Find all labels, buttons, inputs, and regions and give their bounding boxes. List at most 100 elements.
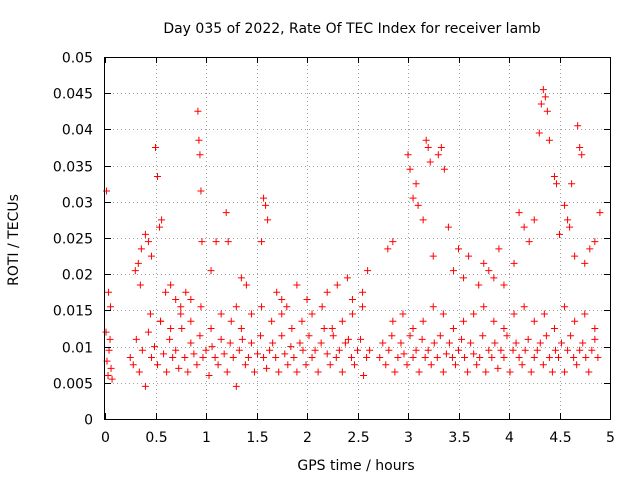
data-point-134: [518, 361, 526, 369]
data-point-229: [348, 296, 356, 304]
data-point-26: [184, 368, 192, 376]
data-point-126: [494, 364, 502, 372]
data-point-82: [354, 346, 361, 354]
data-point-162: [107, 303, 115, 311]
data-point-250: [525, 238, 533, 246]
data-point-24: [178, 325, 186, 332]
data-point-286: [439, 310, 447, 318]
data-point-117: [467, 339, 475, 347]
data-point-177: [264, 216, 272, 224]
data-point-158: [591, 335, 599, 343]
data-point-47: [247, 339, 255, 347]
data-point-170: [197, 187, 205, 195]
data-point-112: [451, 361, 459, 369]
data-point-176: [262, 201, 270, 209]
data-point-79: [344, 335, 352, 343]
data-point-129: [503, 332, 511, 340]
data-point-68: [311, 346, 319, 354]
data-point-178: [404, 151, 412, 159]
x-tick-label-0: 0: [101, 430, 110, 446]
data-point-124: [488, 353, 496, 361]
data-point-226: [323, 288, 331, 296]
data-point-175: [260, 194, 268, 202]
data-point-136: [524, 335, 532, 343]
data-point-242: [480, 259, 488, 267]
data-point-103: [424, 346, 432, 354]
data-point-279: [348, 310, 356, 318]
data-point-60: [287, 343, 295, 351]
data-point-164: [154, 172, 162, 180]
data-point-21: [169, 353, 177, 361]
data-point-163: [152, 144, 159, 151]
data-point-109: [442, 350, 450, 358]
y-tick-label-3: 0.015: [53, 304, 93, 320]
data-point-272: [278, 310, 286, 318]
data-point-77: [338, 368, 346, 376]
data-point-291: [490, 317, 498, 325]
data-point-284: [419, 317, 427, 325]
data-point-218: [232, 303, 240, 311]
data-point-91: [388, 332, 396, 340]
data-point-54: [269, 339, 277, 347]
data-point-300: [581, 310, 589, 318]
data-point-224: [293, 281, 301, 289]
data-point-191: [539, 86, 547, 94]
data-point-198: [564, 216, 572, 224]
data-point-125: [491, 339, 499, 347]
data-point-263: [187, 317, 195, 325]
data-point-285: [429, 303, 437, 311]
data-point-204: [131, 267, 139, 275]
data-point-267: [227, 317, 235, 325]
data-point-233: [389, 238, 397, 246]
data-point-119: [473, 361, 481, 369]
x-tick-label-7: 3.5: [448, 430, 470, 446]
data-point-111: [448, 353, 456, 361]
data-point-133: [515, 353, 523, 361]
data-point-231: [364, 267, 372, 275]
data-point-187: [440, 165, 448, 173]
data-point-185: [434, 151, 442, 159]
y-tick-label-7: 0.035: [53, 160, 93, 176]
chart-title: Day 035 of 2022, Rate Of TEC Index for r…: [163, 21, 540, 37]
data-point-201: [576, 144, 584, 151]
data-point-157: [588, 346, 596, 354]
data-point-256: [586, 245, 594, 253]
data-point-48: [250, 368, 258, 376]
data-point-74: [329, 332, 337, 340]
data-point-59: [284, 361, 292, 369]
data-point-20: [166, 335, 174, 343]
data-point-69: [314, 368, 322, 376]
data-point-219: [237, 274, 245, 282]
data-point-245: [495, 245, 503, 253]
data-point-273: [288, 325, 296, 332]
data-point-61: [290, 353, 298, 361]
x-tick-label-3: 1.5: [246, 430, 268, 446]
data-point-15: [150, 343, 158, 351]
data-point-292: [500, 325, 508, 332]
data-point-64: [299, 346, 307, 354]
data-point-116: [464, 368, 472, 376]
data-point-207: [141, 230, 149, 238]
data-point-70: [317, 339, 325, 347]
data-point-195: [550, 172, 558, 180]
data-point-174: [258, 238, 266, 246]
y-tick-labels: 0 0.005 0.01 0.015 0.02 0.025 0.03 0.035 0.04 0.0…: [53, 51, 93, 429]
data-point-55: [272, 353, 280, 361]
data-point-23: [175, 364, 183, 372]
data-point-188: [444, 223, 452, 231]
data-point-235: [419, 216, 427, 224]
data-point-13: [144, 328, 152, 336]
data-point-115: [461, 353, 469, 361]
data-point-52: [263, 364, 271, 372]
data-point-104: [427, 361, 435, 369]
data-point-2: [104, 372, 112, 380]
data-point-180: [409, 194, 417, 202]
data-point-142: [542, 332, 550, 340]
data-point-297: [550, 325, 558, 332]
data-point-146: [554, 353, 562, 361]
data-point-140: [536, 339, 544, 347]
data-point-165: [156, 223, 164, 231]
data-point-221: [273, 288, 281, 296]
data-point-168: [195, 136, 203, 144]
data-point-118: [470, 350, 478, 358]
